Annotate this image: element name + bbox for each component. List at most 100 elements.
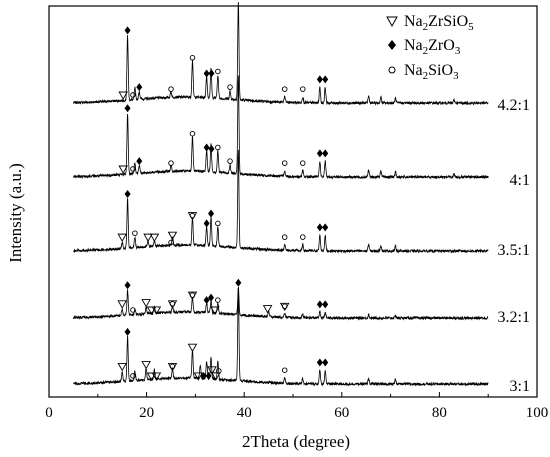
series-label: 4.2:1 bbox=[498, 97, 530, 114]
na2sio3-marker bbox=[281, 234, 288, 240]
legend-entry-label: Na2ZrSiO5 bbox=[404, 13, 474, 33]
marker-layer bbox=[117, 26, 329, 381]
na2sio3-marker bbox=[130, 373, 136, 379]
x-tick-label: 80 bbox=[432, 405, 447, 421]
na2zro3-marker bbox=[316, 75, 323, 84]
legend-subscript: 3 bbox=[453, 70, 459, 82]
na2zro3-marker bbox=[316, 149, 323, 158]
na2zro3-marker bbox=[136, 83, 143, 92]
x-axis-label: 2Theta (degree) bbox=[242, 432, 350, 451]
x-axis-ticks: 0 20 40 60 80 100 bbox=[45, 392, 548, 421]
na2zrsio5-marker bbox=[167, 231, 178, 241]
xrd-pattern-line bbox=[73, 287, 489, 387]
legend-formula-part: Na bbox=[404, 37, 423, 54]
legend-formula-part: ZrSiO bbox=[428, 13, 468, 30]
na2zrsio5-marker bbox=[118, 165, 128, 174]
x-tick-label: 40 bbox=[237, 405, 252, 421]
legend-formula-part: Na bbox=[404, 13, 423, 30]
legend-formula-part: ZrO bbox=[428, 37, 455, 54]
na2zro3-marker bbox=[124, 104, 131, 113]
na2zrsio5-marker bbox=[118, 91, 128, 100]
na2zrsio5-marker bbox=[211, 372, 221, 381]
na2zrsio5-marker bbox=[187, 212, 198, 221]
plot-frame bbox=[48, 5, 538, 398]
na2sio3-marker bbox=[281, 86, 288, 92]
na2sio3-marker bbox=[215, 144, 221, 151]
na2zro3-marker bbox=[124, 190, 131, 198]
na2zro3-marker bbox=[208, 209, 215, 218]
na2sio3-marker bbox=[130, 307, 136, 313]
na2sio3-marker bbox=[168, 86, 174, 92]
xrd-pattern-line bbox=[73, 149, 489, 254]
na2sio3-marker bbox=[281, 160, 288, 166]
na2zro3-marker bbox=[203, 143, 210, 152]
legend-formula-part: SiO bbox=[428, 62, 453, 79]
na2zro3-marker bbox=[203, 69, 210, 78]
na2zrsio5-marker bbox=[187, 291, 198, 301]
xrd-pattern-line bbox=[73, 75, 489, 180]
na2zrsio5-marker bbox=[151, 372, 162, 381]
na2zro3-marker bbox=[322, 149, 329, 158]
na2zrsio5-marker bbox=[167, 300, 178, 309]
na2zro3-marker bbox=[316, 300, 323, 309]
legend-subscript: 2 bbox=[423, 70, 429, 82]
na2zrsio5-marker bbox=[210, 306, 220, 315]
na2zrsio5-marker bbox=[193, 372, 204, 381]
na2zro3-marker bbox=[322, 223, 329, 232]
na2sio3-marker bbox=[215, 68, 221, 75]
na2zro3-marker bbox=[203, 219, 210, 228]
legend-entry-label: Na2ZrO3 bbox=[404, 37, 461, 57]
na2sio3-marker bbox=[281, 367, 288, 373]
na2zrsio5-marker bbox=[262, 305, 273, 314]
legend-subscript: 2 bbox=[423, 21, 429, 33]
na2zrsio5-marker bbox=[141, 361, 151, 370]
na2zrsio5-marker bbox=[117, 233, 127, 243]
na2sio3-marker bbox=[215, 297, 221, 303]
legend-subscript: 5 bbox=[468, 21, 474, 33]
legend-diamond-icon bbox=[388, 40, 396, 50]
na2zro3-marker bbox=[316, 223, 323, 232]
series-layer bbox=[73, 1, 489, 387]
series-label: 4:1 bbox=[510, 172, 530, 189]
na2sio3-marker bbox=[227, 158, 233, 164]
na2zro3-marker bbox=[322, 358, 329, 367]
x-tick-label: 0 bbox=[45, 405, 53, 421]
na2zrsio5-marker bbox=[117, 300, 127, 309]
series-label: 3:1 bbox=[510, 378, 530, 395]
na2zro3-marker bbox=[208, 69, 215, 78]
plot-border bbox=[48, 5, 538, 398]
na2sio3-marker bbox=[189, 55, 196, 61]
x-tick-label: 60 bbox=[334, 405, 349, 421]
series-label: 3.5:1 bbox=[498, 242, 530, 259]
na2zro3-marker bbox=[203, 296, 210, 305]
na2zro3-marker bbox=[124, 281, 131, 290]
na2zrsio5-marker bbox=[167, 362, 178, 372]
ratio-labels: 4.2:1 4:1 3.5:1 3.2:1 3:1 bbox=[498, 97, 530, 395]
na2zro3-marker bbox=[124, 26, 131, 35]
na2zro3-marker bbox=[322, 300, 329, 309]
na2sio3-marker bbox=[216, 368, 222, 374]
legend-subscript: 2 bbox=[423, 45, 429, 57]
na2zrsio5-marker bbox=[141, 299, 151, 308]
legend-triangle-icon bbox=[386, 16, 398, 28]
na2zrsio5-marker bbox=[117, 362, 127, 372]
series-label: 3.2:1 bbox=[498, 309, 530, 326]
legend-formula-part: Na bbox=[404, 62, 423, 79]
na2zrsio5-marker bbox=[149, 233, 160, 243]
na2sio3-marker bbox=[300, 86, 306, 92]
legend-circle-icon bbox=[388, 66, 396, 74]
na2sio3-marker bbox=[215, 220, 221, 227]
na2sio3-marker bbox=[130, 92, 136, 98]
na2sio3-marker bbox=[168, 160, 174, 166]
na2sio3-marker bbox=[189, 130, 196, 137]
na2sio3-marker bbox=[130, 166, 136, 172]
na2zro3-marker bbox=[200, 371, 207, 380]
xrd-pattern-line bbox=[73, 286, 489, 321]
na2sio3-marker bbox=[168, 239, 174, 246]
x-tick-label: 20 bbox=[139, 405, 154, 421]
na2zro3-marker bbox=[205, 371, 212, 380]
xrd-pattern-line bbox=[73, 1, 489, 106]
legend-entry-label: Na2SiO3 bbox=[404, 62, 459, 82]
